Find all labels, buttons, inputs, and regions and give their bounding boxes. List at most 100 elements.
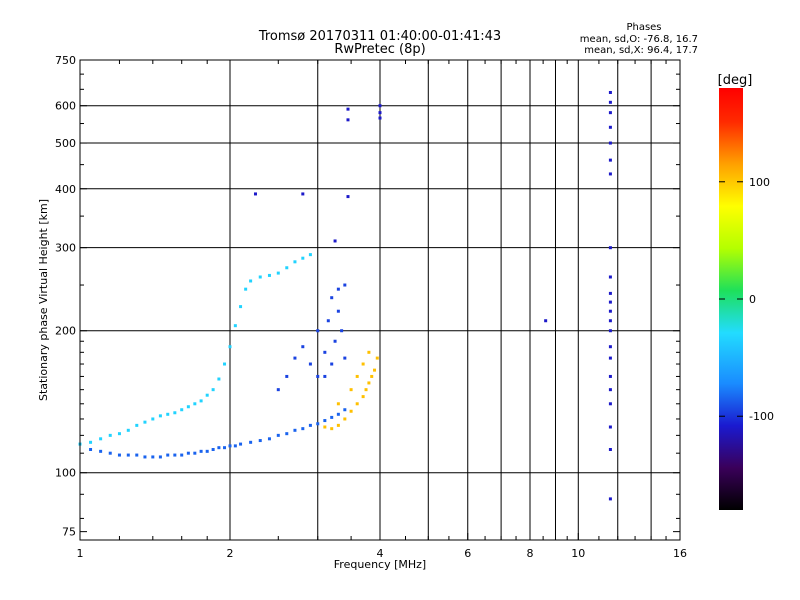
data-point xyxy=(308,362,312,366)
data-point xyxy=(316,329,320,333)
data-point xyxy=(608,111,612,115)
x-tick-label: 2 xyxy=(227,547,234,560)
data-point xyxy=(276,433,280,437)
data-point xyxy=(340,329,344,333)
colorbar-ticks: 100 0 -100 xyxy=(719,176,774,423)
data-point xyxy=(285,374,289,378)
data-point xyxy=(108,451,112,455)
x-tick-label: 10 xyxy=(571,547,585,560)
data-point xyxy=(117,432,121,436)
data-point xyxy=(166,412,170,416)
data-point xyxy=(370,374,374,378)
chart-title: Tromsø 20170311 01:40:00-01:41:43 xyxy=(258,29,501,44)
x-tick-label: 4 xyxy=(377,547,384,560)
data-point xyxy=(253,192,257,196)
data-point xyxy=(308,423,312,427)
data-point xyxy=(108,433,112,437)
data-point xyxy=(285,266,289,270)
x-tick-label: 16 xyxy=(673,547,687,560)
data-point xyxy=(99,449,103,453)
y-axis-label: Stationary phase Virtual Height [km] xyxy=(37,199,50,401)
data-point xyxy=(239,442,243,446)
data-point xyxy=(199,449,203,453)
data-point xyxy=(343,283,347,287)
data-point xyxy=(89,447,93,451)
data-point xyxy=(608,291,612,295)
data-point xyxy=(608,374,612,378)
data-point xyxy=(378,104,382,108)
y-tick-label: 750 xyxy=(55,54,76,67)
data-point xyxy=(608,345,612,349)
data-point xyxy=(276,388,280,392)
data-point xyxy=(373,368,377,372)
data-point xyxy=(166,453,170,457)
data-point xyxy=(608,309,612,313)
data-point xyxy=(364,388,368,392)
data-point xyxy=(355,374,359,378)
data-point xyxy=(608,388,612,392)
data-point xyxy=(180,408,184,412)
scatter-points xyxy=(78,90,612,501)
data-point xyxy=(308,253,312,257)
data-point xyxy=(608,172,612,176)
data-point xyxy=(608,329,612,333)
data-point xyxy=(126,453,130,457)
data-point xyxy=(293,428,297,432)
data-point xyxy=(258,275,262,279)
data-point xyxy=(323,350,327,354)
data-point xyxy=(336,287,340,291)
data-point xyxy=(349,388,353,392)
data-point xyxy=(135,453,139,457)
data-point xyxy=(323,425,327,429)
y-tick-label: 600 xyxy=(55,100,76,113)
data-point xyxy=(301,427,305,431)
data-point xyxy=(158,414,162,418)
data-point xyxy=(239,305,243,309)
data-point xyxy=(126,428,130,432)
data-point xyxy=(211,388,215,392)
data-point xyxy=(608,447,612,451)
colorbar-label: [deg] xyxy=(718,73,753,88)
colorbar-tick-label: 100 xyxy=(749,176,770,189)
data-point xyxy=(336,423,340,427)
data-point xyxy=(193,402,197,406)
data-point xyxy=(343,417,347,421)
data-point xyxy=(223,446,227,450)
data-point xyxy=(608,100,612,104)
data-point xyxy=(326,319,330,323)
data-point xyxy=(285,432,289,436)
data-point xyxy=(336,309,340,313)
x-tick-label: 8 xyxy=(527,547,534,560)
data-point xyxy=(316,422,320,426)
data-point xyxy=(349,409,353,413)
data-point xyxy=(608,125,612,129)
y-tick-label: 200 xyxy=(55,325,76,338)
data-point xyxy=(186,451,190,455)
data-point xyxy=(211,447,215,451)
data-point xyxy=(186,405,190,409)
info-line-x: mean, sd,X: 96.4, 17.7 xyxy=(584,45,698,56)
data-point xyxy=(346,118,350,122)
data-point xyxy=(99,437,103,441)
data-point xyxy=(199,399,203,403)
data-point xyxy=(608,141,612,145)
data-point xyxy=(343,408,347,412)
data-point xyxy=(330,362,334,366)
data-point xyxy=(244,287,248,291)
data-point xyxy=(544,319,548,323)
data-point xyxy=(301,256,305,260)
data-point xyxy=(89,440,93,444)
colorbar-tick-label: -100 xyxy=(749,410,774,423)
data-point xyxy=(193,451,197,455)
data-point xyxy=(608,497,612,501)
data-point xyxy=(233,444,237,448)
data-point xyxy=(158,455,162,459)
data-point xyxy=(267,273,271,277)
data-point xyxy=(205,449,209,453)
y-tick-label: 400 xyxy=(55,183,76,196)
y-tick-label: 100 xyxy=(55,467,76,480)
data-point xyxy=(330,427,334,431)
data-point xyxy=(375,356,379,360)
y-tick-label: 75 xyxy=(62,526,76,539)
data-point xyxy=(249,279,253,283)
